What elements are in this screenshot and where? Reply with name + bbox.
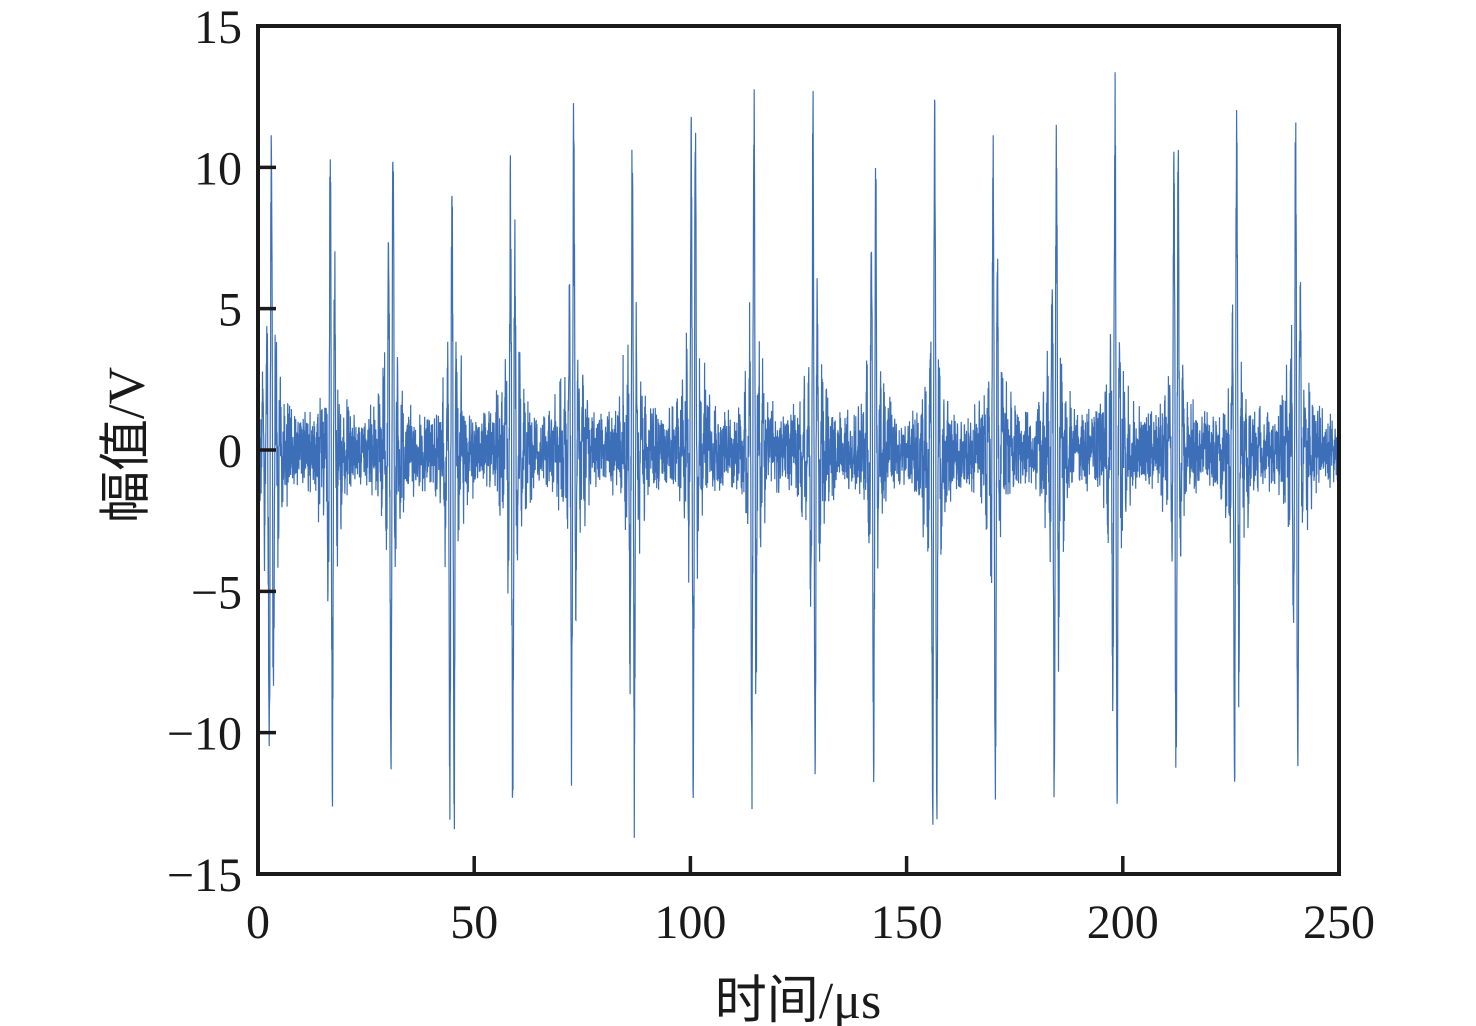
x-tick-label: 200 [1087,896,1159,949]
y-tick-label: 5 [218,284,242,337]
x-tick-label: 250 [1303,896,1375,949]
x-tick-label: 50 [450,896,498,949]
x-tick-label: 0 [246,896,270,949]
y-tick-label: −15 [167,849,242,902]
x-axis-title: 时间/μs [714,973,882,1026]
y-tick-label: −10 [167,708,242,761]
y-tick-label: 0 [218,425,242,478]
y-tick-label: 10 [194,142,242,195]
x-tick-label: 100 [654,896,726,949]
y-axis-title: 幅值/V [98,366,156,524]
signal-line [258,72,1339,838]
x-tick-label: 150 [871,896,943,949]
y-tick-label: −5 [191,566,242,619]
y-tick-label: 15 [194,1,242,54]
